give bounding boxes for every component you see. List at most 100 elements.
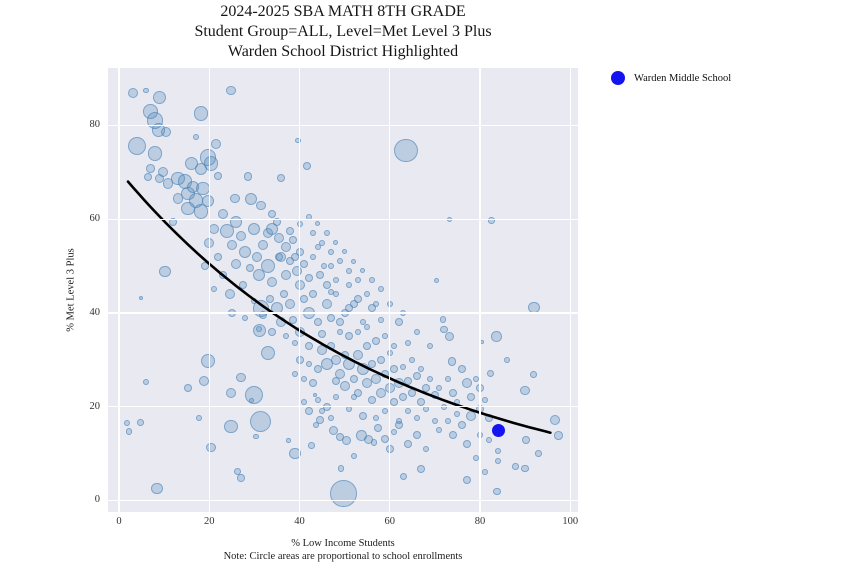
- scatter-bubble: [313, 422, 320, 429]
- scatter-bubble: [218, 271, 227, 280]
- scatter-bubble: [495, 457, 502, 464]
- scatter-bubble: [445, 417, 452, 424]
- scatter-bubble: [350, 394, 357, 401]
- scatter-bubble: [391, 429, 398, 436]
- scatter-bubble: [467, 393, 475, 402]
- scatter-bubble: [313, 365, 322, 374]
- gridline-x: [479, 68, 481, 512]
- scatter-bubble: [330, 354, 341, 365]
- scatter-bubble: [123, 419, 131, 427]
- scatter-bubble: [337, 258, 344, 265]
- gridline-x: [118, 68, 120, 512]
- scatter-bubble: [337, 328, 344, 335]
- scatter-bubble: [314, 396, 321, 403]
- scatter-bubble: [448, 388, 457, 397]
- scatter-bubble: [381, 369, 390, 378]
- scatter-bubble: [342, 249, 348, 255]
- scatter-bubble: [343, 358, 356, 371]
- scatter-bubble: [199, 149, 217, 167]
- scatter-bubble: [224, 289, 235, 300]
- scatter-bubble: [211, 139, 222, 150]
- scatter-bubble: [252, 299, 270, 317]
- scatter-bubble: [280, 242, 291, 253]
- scatter-bubble: [390, 397, 399, 406]
- scatter-bubble: [192, 134, 199, 141]
- scatter-bubble: [309, 379, 318, 388]
- scatter-bubble: [360, 268, 366, 274]
- gridline-x: [298, 68, 301, 512]
- gridline-y: [108, 312, 578, 314]
- scatter-bubble: [172, 193, 184, 204]
- gridline-y: [108, 218, 578, 220]
- scatter-bubble: [328, 263, 335, 270]
- scatter-bubble: [346, 281, 353, 288]
- scatter-bubble: [214, 171, 223, 180]
- scatter-bubble: [152, 90, 167, 104]
- scatter-bubble: [224, 419, 238, 434]
- scatter-bubble: [339, 380, 350, 391]
- x-tick-label: 60: [384, 516, 396, 527]
- x-tick-label: 100: [562, 516, 579, 527]
- scatter-bubble: [151, 482, 163, 494]
- scatter-bubble: [159, 265, 171, 278]
- scatter-bubble: [457, 365, 466, 374]
- scatter-bubble: [430, 390, 439, 399]
- scatter-bubble: [436, 427, 443, 434]
- scatter-bubble: [226, 86, 236, 96]
- scatter-bubble: [448, 430, 457, 439]
- scatter-bubble: [408, 388, 417, 397]
- plot-area: [108, 68, 578, 512]
- scatter-bubble: [382, 333, 389, 340]
- scatter-bubble: [331, 376, 340, 385]
- scatter-bubble: [231, 258, 242, 269]
- scatter-bubble: [355, 328, 362, 335]
- scatter-bubble: [322, 280, 331, 289]
- scatter-bubble: [239, 245, 252, 258]
- scatter-bubble: [332, 277, 339, 284]
- scatter-bubble: [367, 304, 376, 313]
- scatter-bubble: [393, 378, 404, 389]
- scatter-bubble: [427, 375, 434, 382]
- scatter-bubble: [353, 350, 364, 361]
- scatter-bubble: [417, 397, 426, 406]
- scatter-bubble: [394, 139, 418, 163]
- scatter-bubble: [206, 442, 216, 453]
- y-tick-label: 60: [89, 213, 101, 225]
- scatter-bubble: [319, 408, 326, 415]
- scatter-bubble: [367, 360, 376, 369]
- scatter-bubble: [421, 383, 430, 392]
- scatter-bubble: [486, 437, 493, 444]
- scatter-bubble: [370, 439, 378, 447]
- x-tick-label: 80: [474, 516, 486, 527]
- scatter-bubble: [368, 277, 375, 284]
- y-tick-label: 80: [89, 119, 101, 131]
- scatter-bubble: [143, 379, 150, 386]
- scatter-bubble: [337, 465, 345, 472]
- scatter-bubble: [288, 315, 297, 324]
- legend-marker-warden: [611, 71, 625, 85]
- scatter-bubble: [200, 262, 209, 271]
- scatter-bubble: [463, 476, 472, 485]
- scatter-bubble: [534, 450, 542, 457]
- scatter-bubble: [427, 342, 434, 349]
- scatter-bubble: [181, 201, 195, 216]
- scatter-bubble: [236, 372, 246, 383]
- scatter-bubble: [327, 341, 336, 350]
- scatter-bubble: [520, 385, 530, 395]
- scatter-bubble: [371, 373, 382, 384]
- scatter-bubble: [253, 323, 267, 337]
- scatter-bubble: [288, 236, 297, 245]
- scatter-bubble: [422, 445, 429, 452]
- scatter-bubble: [454, 410, 461, 417]
- scatter-bubble: [315, 221, 321, 227]
- scatter-bubble: [495, 448, 502, 455]
- scatter-bubble: [292, 370, 298, 377]
- scatter-bubble: [318, 330, 327, 338]
- scatter-bubble: [466, 411, 476, 422]
- scatter-bubble: [373, 415, 380, 422]
- scatter-bubble: [412, 430, 421, 439]
- scatter-bubble: [260, 345, 275, 360]
- scatter-bubble: [433, 277, 439, 284]
- scatter-bubble: [230, 193, 240, 204]
- scatter-bubble: [444, 331, 455, 342]
